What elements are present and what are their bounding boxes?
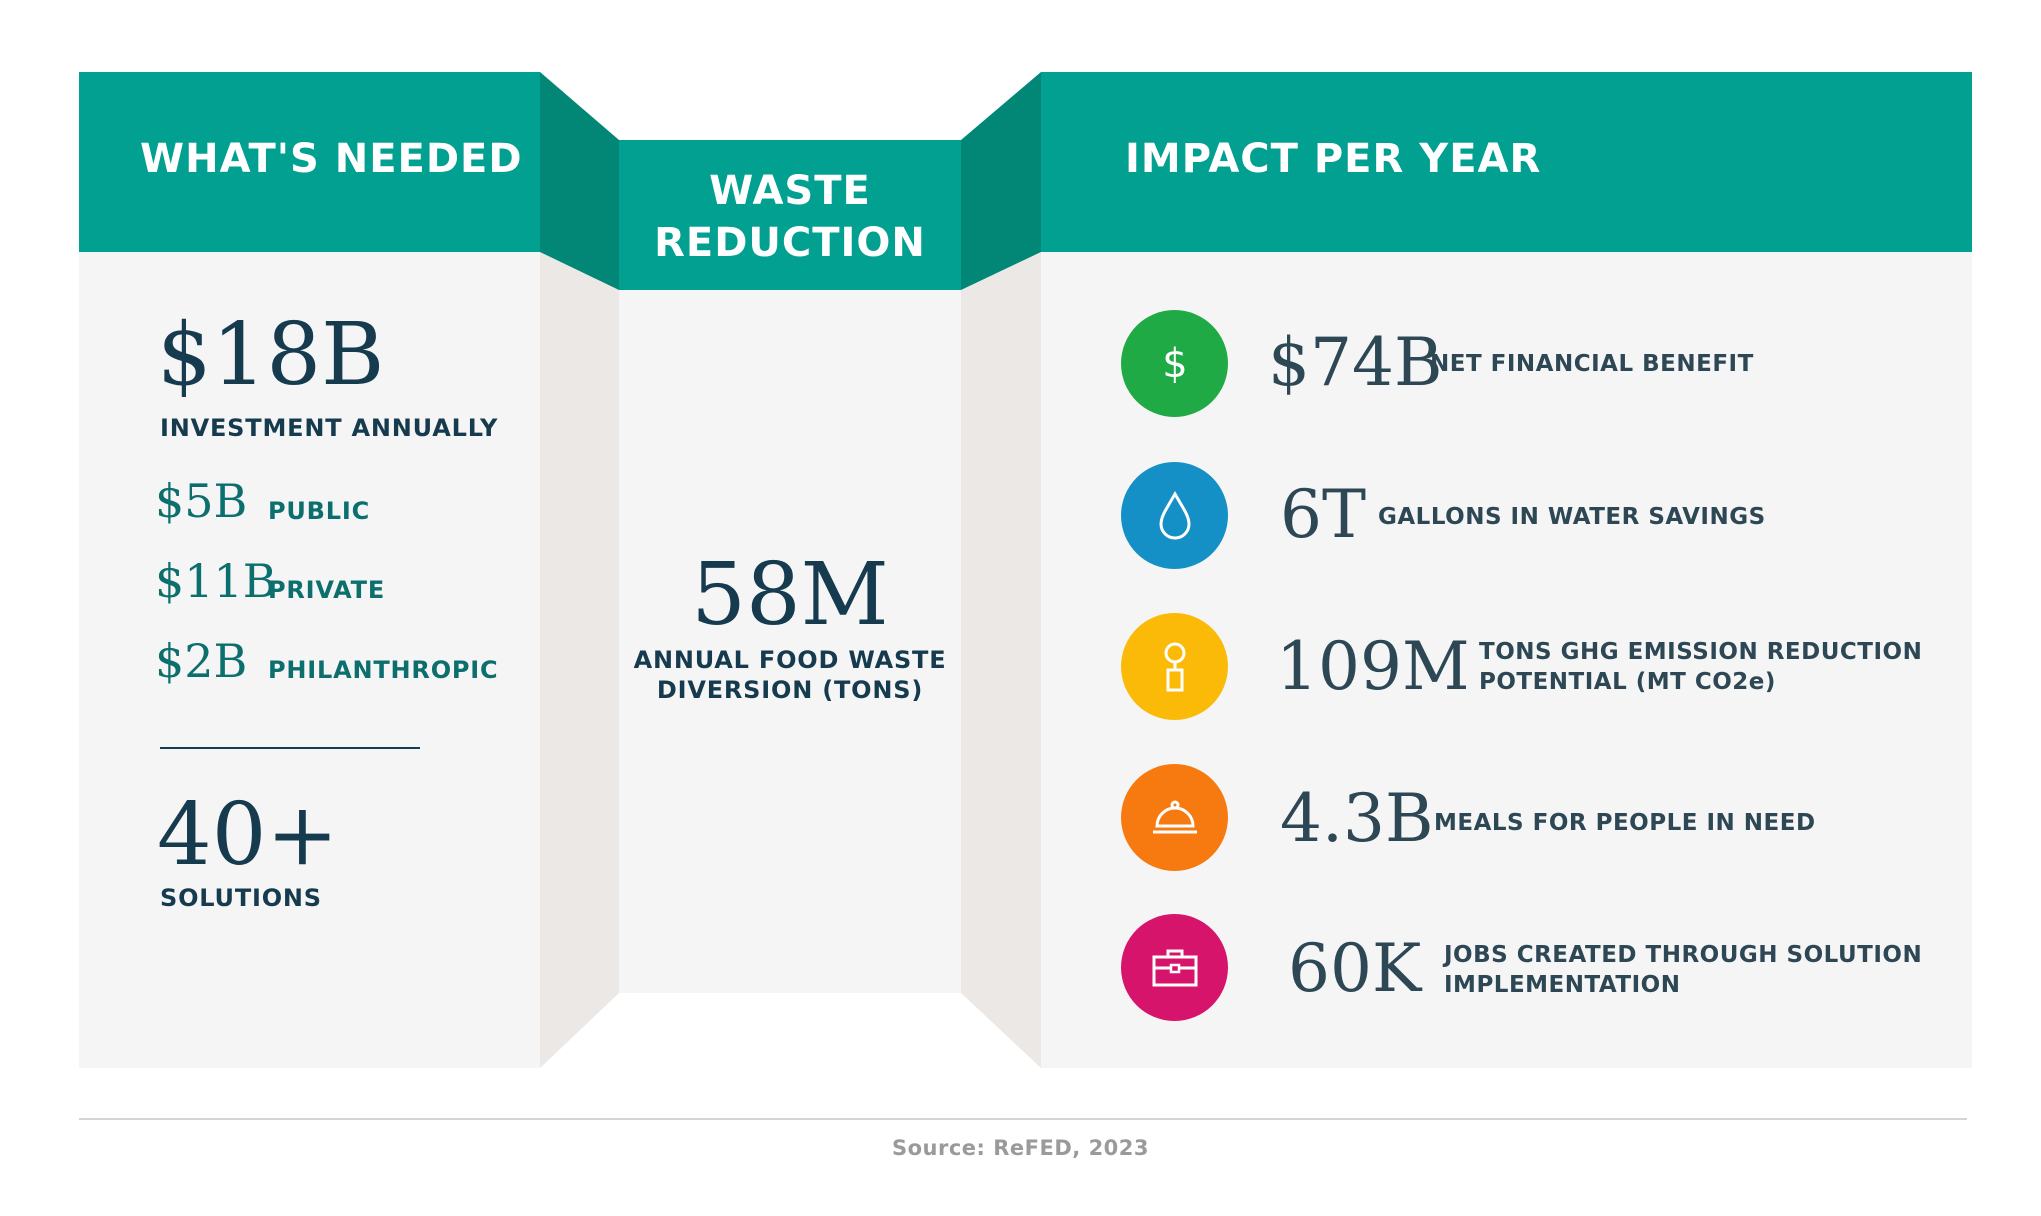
- emission-icon: [1121, 613, 1228, 720]
- water-savings-label-line1: GALLONS IN WATER SAVINGS: [1378, 504, 1766, 530]
- briefcase-icon: [1121, 914, 1228, 1021]
- financial-benefit-label: NET FINANCIAL BENEFIT: [1430, 349, 1754, 379]
- jobs-value: 60K: [1288, 930, 1422, 1007]
- breakdown-public-value: $5B: [155, 474, 248, 528]
- breakdown-private-label: PRIVATE: [268, 576, 386, 604]
- fold-left-lower: [540, 252, 619, 1068]
- middle-title-line2: REDUCTION: [654, 220, 926, 266]
- fold-right-upper: [961, 72, 1041, 290]
- diversion-label-line2: DIVERSION (TONS): [656, 676, 924, 704]
- diversion-label-line1: ANNUAL FOOD WASTE: [633, 646, 947, 674]
- breakdown-philanthropic-value: $2B: [155, 634, 248, 688]
- right-title: IMPACT PER YEAR: [1125, 136, 1542, 182]
- jobs-label-line2: IMPLEMENTATION: [1444, 972, 1681, 998]
- breakdown-private-value: $11B: [155, 554, 277, 608]
- fold-right-lower: [961, 252, 1041, 1068]
- meals-label-line1: MEALS FOR PEOPLE IN NEED: [1434, 810, 1816, 836]
- middle-title-line1: WASTE: [709, 168, 871, 214]
- right-header: IMPACT PER YEAR: [1041, 72, 1972, 252]
- water-drop-icon: [1121, 462, 1228, 569]
- water-savings-label: GALLONS IN WATER SAVINGS: [1378, 502, 1766, 532]
- dollar-icon: $: [1121, 310, 1228, 417]
- breakdown-public-label: PUBLIC: [268, 497, 371, 525]
- middle-header: WASTE REDUCTION: [619, 140, 961, 290]
- water-savings-value: 6T: [1280, 476, 1367, 553]
- meals-label: MEALS FOR PEOPLE IN NEED: [1434, 808, 1816, 838]
- emission-value: 109M: [1276, 628, 1470, 705]
- svg-text:$: $: [1162, 341, 1187, 387]
- left-divider: [160, 747, 420, 749]
- jobs-label-line1: JOBS CREATED THROUGH SOLUTION: [1444, 942, 1923, 968]
- emission-label: TONS GHG EMISSION REDUCTION POTENTIAL (M…: [1479, 637, 1922, 697]
- solutions-label: SOLUTIONS: [160, 884, 322, 912]
- solutions-value: 40+: [157, 785, 339, 885]
- financial-benefit-value: $74B: [1268, 324, 1443, 401]
- left-header: WHAT'S NEEDED: [79, 72, 540, 252]
- investment-label: INVESTMENT ANNUALLY: [160, 414, 499, 442]
- meal-cloche-icon: [1121, 764, 1228, 871]
- breakdown-philanthropic-label: PHILANTHROPIC: [268, 656, 499, 684]
- footer-divider: [79, 1118, 1967, 1120]
- fold-left-upper: [540, 72, 619, 290]
- jobs-label: JOBS CREATED THROUGH SOLUTION IMPLEMENTA…: [1444, 940, 1922, 1000]
- emission-label-line1: TONS GHG EMISSION REDUCTION: [1479, 639, 1923, 665]
- emission-label-line2: POTENTIAL (MT CO2e): [1479, 669, 1776, 695]
- source-note: Source: ReFED, 2023: [891, 1136, 1150, 1160]
- meals-value: 4.3B: [1280, 780, 1434, 857]
- diversion-value: 58M: [691, 545, 889, 645]
- financial-benefit-label-line1: NET FINANCIAL BENEFIT: [1430, 351, 1754, 377]
- investment-value: $18B: [157, 305, 385, 405]
- left-title: WHAT'S NEEDED: [140, 136, 523, 182]
